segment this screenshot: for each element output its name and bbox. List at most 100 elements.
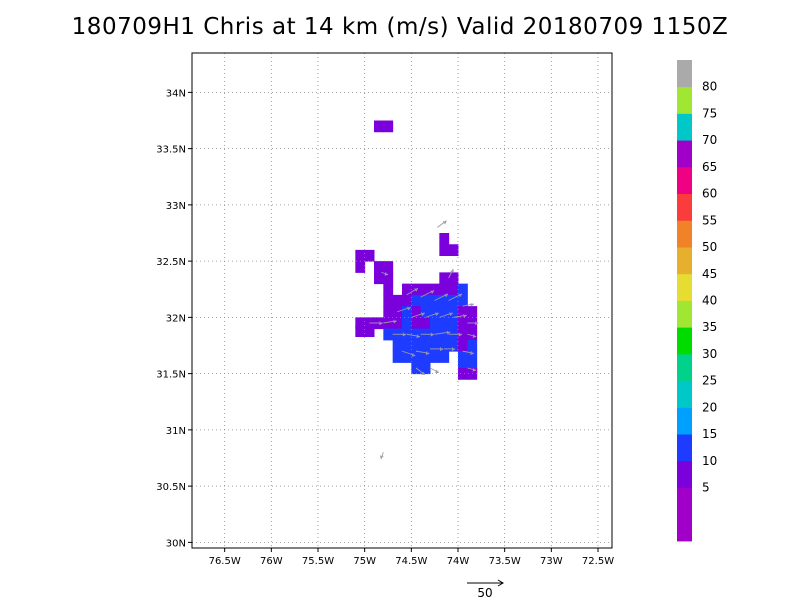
y-tick-label: 34N (166, 88, 186, 99)
speed-cell (458, 294, 468, 307)
speed-cell (448, 306, 459, 318)
wind-vector (430, 347, 444, 352)
colorbar-label: 10 (702, 454, 717, 468)
colorbar-label: 35 (702, 320, 717, 334)
speed-cell (374, 120, 384, 133)
speed-cell (383, 261, 394, 273)
speed-cell (383, 306, 394, 318)
colorbar-label: 75 (702, 106, 717, 120)
speed-cell (467, 306, 478, 318)
wind-vector (415, 350, 430, 355)
wind-vector (434, 330, 451, 335)
y-axis: 30N 30.5N 31N 31.5N 32N 32.5N 33N 33.5N 34N (156, 88, 192, 549)
speed-cell (439, 283, 450, 296)
speed-cell (467, 328, 478, 341)
speed-cell (439, 339, 450, 352)
wind-vector (392, 332, 407, 337)
wind-vector-head (393, 319, 397, 324)
speed-cell (448, 294, 459, 307)
wind-vector (448, 293, 463, 301)
wind-vector (444, 347, 456, 352)
speed-cell (411, 328, 422, 341)
speed-cell (467, 339, 478, 352)
wind-vector (429, 367, 440, 373)
speed-cell (439, 306, 450, 318)
speed-cell (430, 317, 440, 330)
speed-cell (355, 317, 366, 330)
wind-vector-shaft (415, 367, 426, 375)
y-tick-label: 33N (166, 201, 186, 212)
speed-cell (383, 328, 394, 341)
speed-cell (420, 339, 431, 352)
wind-vector-head (380, 455, 384, 460)
speed-cell (364, 325, 375, 337)
wind-vector-head (446, 330, 451, 335)
speed-cell (402, 283, 412, 296)
speed-cell (383, 272, 394, 285)
speed-cell (439, 317, 450, 330)
y-tick-label: 31N (166, 426, 186, 437)
colorbar-label: 40 (702, 294, 717, 308)
wind-vector-head (470, 302, 474, 307)
colorbar-bin (677, 140, 692, 168)
wind-vector (448, 268, 454, 279)
speed-cell (402, 317, 412, 330)
wind-vector-head (402, 332, 407, 337)
y-tick-label: 33.5N (156, 145, 186, 156)
wind-vector-head (442, 220, 447, 225)
speed-cell (383, 120, 394, 133)
wind-vector-shaft (462, 350, 474, 354)
colorbar-label: 25 (702, 374, 717, 388)
wind-vector (381, 271, 389, 276)
speed-cell (430, 283, 440, 296)
speed-cell (383, 294, 394, 307)
speed-cell (420, 294, 431, 307)
speed-cell (411, 351, 422, 363)
speed-cell (458, 283, 468, 296)
speed-cell (374, 261, 384, 273)
colorbar-label: 65 (702, 160, 717, 174)
colorbar-bin (677, 514, 692, 542)
speed-cell (439, 351, 450, 363)
speed-cell (383, 283, 394, 296)
wind-vector-head (451, 347, 456, 352)
wind-vector (380, 452, 384, 460)
wind-vector-shaft (467, 333, 477, 337)
colorbar-bin (677, 193, 692, 221)
wind-vector-shaft (380, 452, 384, 460)
x-tick-label: 74.5W (395, 556, 427, 567)
wind-vector-head (421, 371, 425, 376)
y-tick-label: 30.5N (156, 482, 186, 493)
wind-vector-head (430, 290, 435, 294)
colorbar-label: 5 (702, 481, 710, 495)
speed-cell (448, 317, 459, 330)
speed-cell (420, 362, 431, 375)
speed-cell (420, 283, 431, 296)
colorbar-bin (677, 380, 692, 408)
colorbar-bin (677, 273, 692, 301)
wind-vector (467, 333, 477, 338)
wind-vector-head (470, 351, 474, 355)
colorbar-bin (677, 327, 692, 355)
wind-vector (462, 302, 474, 307)
speed-cell (392, 351, 403, 363)
colorbar-label: 55 (702, 213, 717, 227)
wind-vector (420, 290, 435, 298)
colorbar-label: 60 (702, 187, 717, 201)
wind-vector (383, 319, 397, 324)
speed-cell (448, 244, 459, 256)
x-tick-label: 76W (260, 556, 283, 567)
colorbar: 5 10 15 20 25 30 35 40 45 50 55 60 65 70 75 80 (677, 60, 717, 542)
speed-cell (448, 283, 459, 296)
colorbar-label: 80 (702, 80, 717, 94)
wind-vector-head (450, 269, 454, 273)
speed-cell (467, 351, 478, 363)
wind-vector (462, 350, 474, 355)
speed-cell (458, 328, 468, 341)
wind-vector (437, 220, 447, 228)
wind-vector-head (407, 306, 411, 311)
x-tick-label: 72.5W (582, 556, 614, 567)
colorbar-label: 45 (702, 267, 717, 281)
colorbar-label: 20 (702, 400, 717, 414)
colorbar-bin (677, 300, 692, 328)
